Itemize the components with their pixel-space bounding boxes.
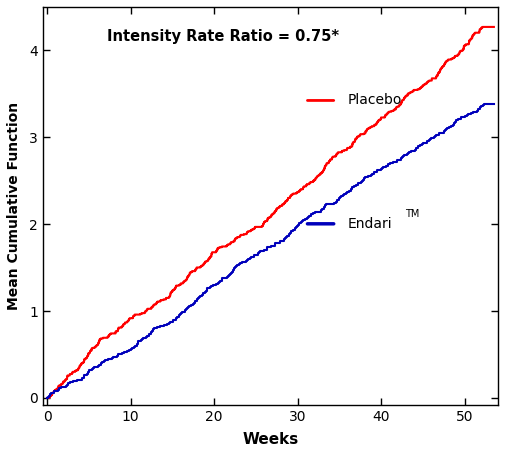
Y-axis label: Mean Cumulative Function: Mean Cumulative Function (7, 102, 21, 310)
Text: Endari: Endari (348, 217, 392, 231)
Text: Intensity Rate Ratio = 0.75*: Intensity Rate Ratio = 0.75* (107, 29, 339, 44)
X-axis label: Weeks: Weeks (242, 432, 298, 447)
Text: TM: TM (405, 209, 419, 219)
Text: Placebo: Placebo (348, 94, 402, 108)
